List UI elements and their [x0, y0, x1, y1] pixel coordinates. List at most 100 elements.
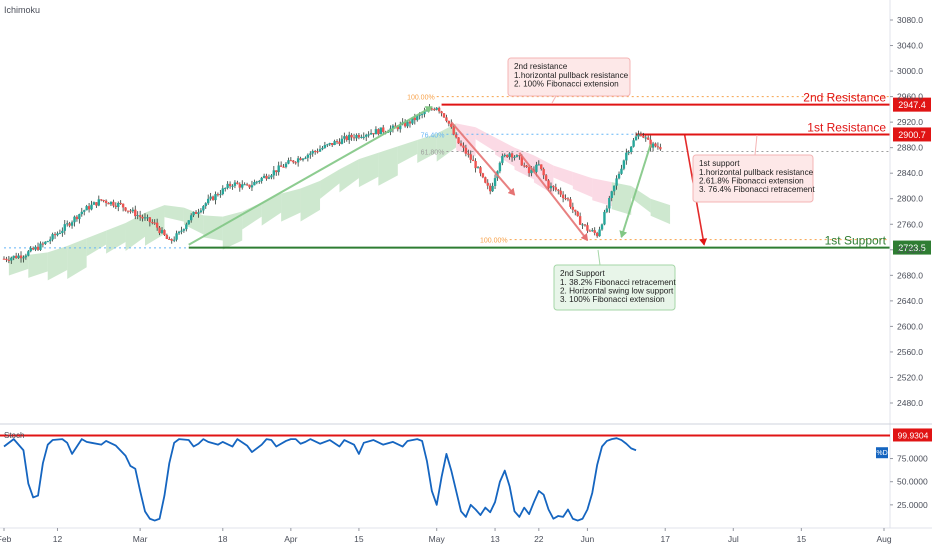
candle-body	[233, 182, 237, 186]
candle-body	[637, 134, 640, 137]
price-tick-label: 2480.0	[897, 398, 923, 408]
annotation-pointer	[754, 134, 758, 156]
price-tick-label: 3000.0	[897, 66, 923, 76]
time-tick-label: Apr	[284, 534, 297, 544]
candle-body	[12, 255, 15, 258]
candle-body	[294, 162, 297, 164]
candle-body	[411, 117, 414, 124]
candle-body	[593, 230, 596, 233]
cloud-segment	[358, 152, 379, 188]
oscillator-pane: 99.9304 75.0000 50.0000 25.0000 %D Stoch	[0, 428, 932, 522]
candle-body	[656, 146, 660, 148]
cloud-segment	[611, 182, 632, 215]
candle-body	[31, 247, 35, 250]
time-tick-label: May	[429, 534, 446, 544]
candle-body	[34, 246, 37, 250]
candle-body	[488, 185, 492, 192]
candle-body	[433, 109, 436, 111]
fib-level-label: 100.00%	[407, 95, 435, 102]
cloud-segment	[495, 137, 515, 167]
candle-body	[513, 156, 516, 158]
candle-body	[236, 182, 239, 184]
candle-body	[486, 182, 489, 186]
candle-body	[61, 230, 64, 233]
candle-body	[163, 230, 166, 236]
cloud-segment	[475, 127, 496, 152]
candle-body	[506, 154, 509, 158]
candle-body	[454, 134, 458, 138]
candle-body	[22, 257, 25, 259]
stoch-tick-label: 75.0000	[897, 454, 928, 464]
cloud-segment	[572, 171, 593, 198]
candle-body	[109, 201, 113, 205]
price-tick-label: 2600.0	[897, 321, 923, 331]
candle-body	[253, 182, 256, 186]
candle-body	[605, 208, 609, 212]
candle-body	[450, 123, 453, 127]
candle-body	[146, 217, 149, 219]
candle-body	[365, 134, 368, 137]
candle-body	[138, 215, 142, 217]
level-price-tag	[893, 127, 931, 142]
level-lines-layer: 100.00% 76.40% 61.80% 100.00% 2nd Resistance…	[4, 91, 890, 249]
candle-body	[228, 183, 232, 187]
candle-body	[527, 167, 531, 174]
candle-body	[78, 214, 81, 220]
candle-body	[578, 216, 582, 225]
candle-body	[267, 177, 271, 179]
candle-body	[2, 258, 6, 260]
candle-body	[362, 136, 365, 138]
level-price-label: 2947.4	[898, 100, 926, 110]
candle-body	[197, 212, 200, 214]
cloud-segment	[300, 180, 321, 222]
candle-body	[29, 247, 32, 252]
stoch-value-tag	[876, 447, 888, 459]
candle-body	[328, 143, 331, 145]
candle-body	[632, 140, 635, 147]
candle-body	[520, 156, 523, 166]
level-name-2: 1st Support	[825, 234, 887, 248]
candle-body	[262, 175, 266, 178]
price-tick-label: 3040.0	[897, 41, 923, 51]
candle-body	[136, 215, 139, 217]
candle-body	[622, 160, 626, 169]
candle-body	[627, 152, 630, 154]
candle-body	[275, 170, 278, 173]
candle-body	[90, 204, 93, 210]
candle-body	[403, 122, 407, 127]
candle-body	[399, 124, 402, 130]
candle-body	[430, 108, 434, 110]
candle-body	[211, 196, 215, 201]
candle-body	[102, 200, 105, 202]
cloud-segment	[378, 146, 398, 186]
candle-body	[347, 134, 351, 141]
annotation-line: 1.horizontal pullback resistance	[514, 71, 629, 80]
candle-body	[7, 259, 11, 261]
candle-body	[644, 137, 647, 139]
level-price-label: 2900.7	[898, 130, 926, 140]
candle-body	[326, 144, 329, 146]
candle-body	[598, 229, 601, 237]
price-tick-label: 2960.0	[897, 92, 923, 102]
candle-body	[586, 225, 589, 231]
candle-body	[413, 117, 417, 121]
candle-body	[85, 206, 88, 211]
annotation-line: 3. 76.4% Fibonacci retracement	[699, 185, 815, 194]
candle-body	[97, 199, 101, 206]
candle-body	[141, 216, 144, 219]
candle-body	[126, 210, 130, 212]
candle-body	[19, 255, 23, 259]
candle-body	[659, 147, 662, 150]
price-tick-label: 2640.0	[897, 296, 923, 306]
candle-body	[552, 185, 555, 188]
candle-body	[95, 202, 98, 206]
candle-body	[53, 234, 57, 236]
candle-body	[170, 239, 173, 241]
candle-body	[112, 201, 115, 206]
candle-body	[615, 178, 618, 186]
candle-body	[260, 177, 263, 182]
candle-body	[651, 143, 655, 148]
candle-body	[258, 181, 261, 183]
candle-body	[131, 209, 135, 212]
